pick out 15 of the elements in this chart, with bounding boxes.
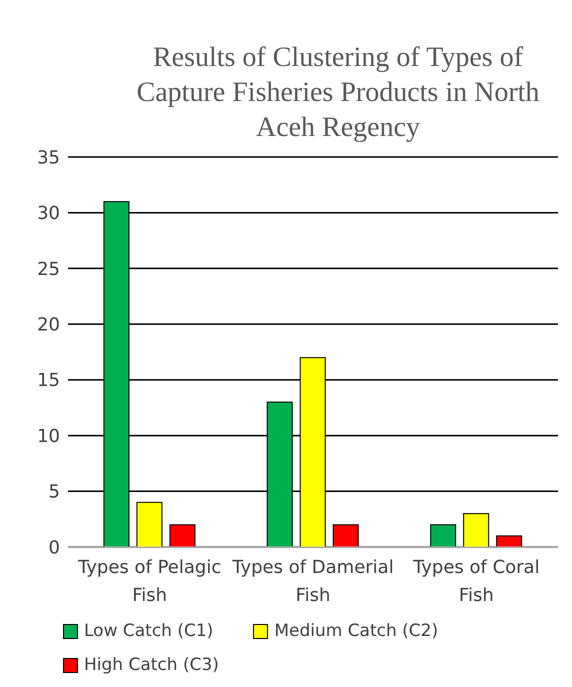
- legend-label: High Catch (C3): [84, 655, 219, 675]
- y-tick-label: 10: [37, 426, 60, 447]
- y-tick-label: 5: [48, 482, 60, 503]
- y-tick-label: 0: [48, 537, 60, 558]
- legend-label: Medium Catch (C2): [274, 621, 438, 641]
- x-tick-label: Types of Damerial Fish: [231, 557, 394, 606]
- y-tick-label: 35: [37, 147, 60, 168]
- y-tick-label: 25: [37, 258, 60, 280]
- legend-label: Low Catch (C1): [84, 621, 214, 641]
- x-tick-label: Types of Pelagic Fish: [77, 557, 222, 606]
- y-tick-label: 30: [37, 203, 60, 224]
- y-tick-label: 15: [37, 370, 60, 392]
- chart-title: Results of Clustering of Types of Capture Fisheries Products in North Aceh Regency: [136, 41, 540, 145]
- x-tick-label: Types of Coral Fish: [412, 557, 540, 606]
- y-tick-label: 20: [37, 314, 60, 336]
